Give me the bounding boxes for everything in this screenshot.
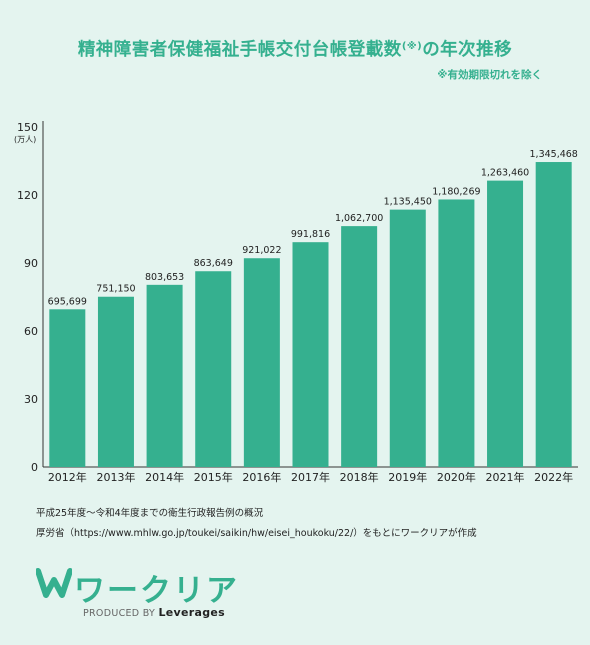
y-tick-label: 150 bbox=[17, 121, 38, 134]
x-tick-label: 2013年 bbox=[96, 470, 135, 484]
bar-value-label: 863,649 bbox=[194, 258, 233, 269]
bar-chart: (万人) 0 30 60 90 120 150 695,699 2012年 751,150 2013… bbox=[14, 121, 578, 484]
chart-title-main: 精神障害者保健福祉手帳交付台帳登載数 bbox=[77, 40, 402, 60]
bar bbox=[341, 226, 378, 467]
leverages-logo: Leverages bbox=[158, 606, 226, 619]
bar-value-label: 1,062,700 bbox=[335, 213, 383, 224]
chart-title-suffix: の年次推移 bbox=[422, 40, 513, 60]
y-tick-label: 30 bbox=[24, 393, 38, 406]
bar-value-label: 1,135,450 bbox=[384, 197, 432, 208]
x-tick-label: 2014年 bbox=[145, 470, 184, 484]
bar-value-label: 921,022 bbox=[242, 245, 281, 256]
source-line-2: 厚労省（https://www.mhlw.go.jp/toukei/saikin… bbox=[36, 528, 477, 539]
source-line-1: 平成25年度～令和4年度までの衛生行政報告例の概況 bbox=[36, 508, 264, 519]
x-tick-label: 2017年 bbox=[291, 470, 330, 484]
bar-value-label: 1,345,468 bbox=[530, 149, 578, 160]
bar-value-label: 751,150 bbox=[96, 284, 135, 295]
bar-value-label: 1,263,460 bbox=[481, 168, 529, 179]
bar bbox=[49, 309, 86, 467]
workclear-logo-text: ワークリア bbox=[74, 573, 239, 609]
y-tick-label: 60 bbox=[24, 325, 38, 338]
bar-value-label: 803,653 bbox=[145, 272, 184, 283]
bar bbox=[195, 271, 232, 467]
workclear-logo-icon bbox=[36, 568, 72, 598]
x-tick-label: 2012年 bbox=[48, 470, 87, 484]
bar-value-label: 991,816 bbox=[291, 229, 330, 240]
chart-title: 精神障害者保健福祉手帳交付台帳登載数(※)の年次推移 bbox=[0, 36, 590, 61]
bar-value-label: 1,180,269 bbox=[432, 186, 480, 197]
bar bbox=[438, 199, 475, 468]
x-tick-label: 2022年 bbox=[534, 470, 573, 484]
x-tick-label: 2016年 bbox=[242, 470, 281, 484]
produced-by-label: PRODUCED BY bbox=[83, 608, 156, 619]
chart-title-mark: (※) bbox=[401, 41, 423, 52]
x-tick-label: 2018年 bbox=[340, 470, 379, 484]
produced-by: PRODUCED BY Leverages bbox=[83, 606, 225, 619]
bar bbox=[97, 296, 134, 467]
y-tick-label: 0 bbox=[31, 461, 38, 474]
chart-note: ※有効期限切れを除く bbox=[437, 69, 542, 81]
y-tick-label: 120 bbox=[17, 189, 38, 202]
x-tick-label: 2019年 bbox=[388, 470, 427, 484]
x-tick-label: 2015年 bbox=[194, 470, 233, 484]
bar bbox=[243, 258, 280, 467]
y-tick-label: 90 bbox=[24, 257, 38, 270]
bar bbox=[389, 209, 426, 467]
x-tick-label: 2020年 bbox=[437, 470, 476, 484]
x-tick-label: 2021年 bbox=[486, 470, 525, 484]
bar-value-label: 695,699 bbox=[48, 296, 87, 307]
bar bbox=[535, 162, 572, 467]
y-unit-label: (万人) bbox=[14, 135, 36, 144]
bar bbox=[146, 284, 183, 467]
bar bbox=[487, 180, 524, 468]
bar bbox=[292, 242, 329, 467]
